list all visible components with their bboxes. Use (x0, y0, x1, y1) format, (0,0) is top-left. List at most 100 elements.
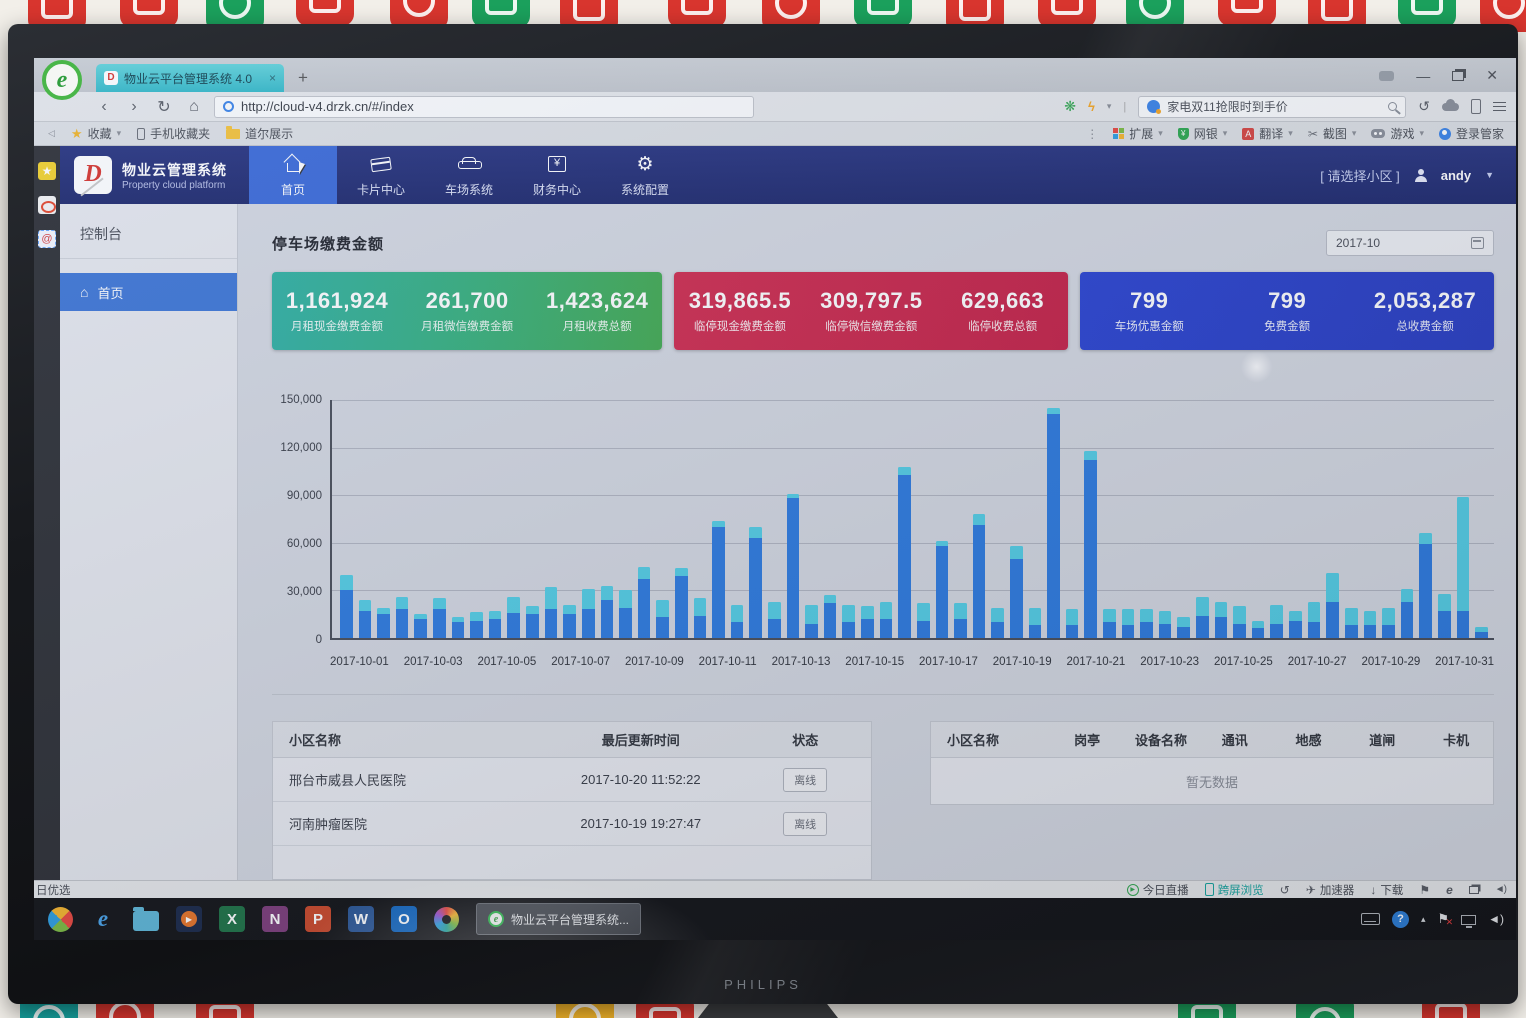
chart-bar (1382, 400, 1395, 638)
nav-card-center[interactable]: 卡片中心 (337, 146, 425, 204)
status-badge: 离线 (783, 811, 828, 836)
bookmark-favorites[interactable]: ★ 收藏 ▾ (71, 125, 121, 142)
skin-icon[interactable] (1379, 70, 1395, 81)
weibo-icon[interactable] (38, 196, 56, 214)
mode-caret-icon[interactable]: ▾ (1106, 101, 1112, 111)
keyboard-icon[interactable] (1360, 913, 1380, 925)
sidebar-item-home[interactable]: ⌂ 首页 (60, 273, 237, 311)
toolbar-label: 扩展 (1129, 127, 1154, 141)
cloud-sync-icon[interactable] (1442, 98, 1459, 111)
help-icon[interactable]: ? (1391, 910, 1409, 928)
nav-home[interactable]: 首页 (249, 146, 337, 204)
chart-bar (1233, 400, 1246, 638)
toolbar-extensions[interactable]: 扩展 ▾ (1113, 125, 1163, 142)
undo-icon[interactable]: ↺ (1418, 98, 1430, 114)
active-task-button[interactable]: e 物业云平台管理系统... (476, 903, 642, 935)
select-community-button[interactable]: [ 请选择小区 ] (1320, 168, 1400, 184)
toolbar-ebank[interactable]: ¥ 网银 ▾ (1177, 125, 1227, 142)
back-button[interactable]: ‹ (101, 97, 107, 115)
tab-favicon-icon: D (104, 71, 118, 85)
bookmark-mobile-folder[interactable]: 手机收藏夹 (137, 125, 210, 142)
browser-logo-icon[interactable]: e (42, 60, 82, 100)
user-menu-caret-icon[interactable]: ▼ (1485, 170, 1494, 180)
chart-bar (1475, 400, 1488, 638)
chart-bar (674, 400, 688, 638)
download-button[interactable]: ↓ 下载 (1370, 882, 1403, 898)
media-player-icon[interactable]: ▶ (176, 906, 202, 932)
nav-label: 卡片中心 (356, 183, 405, 197)
nav-finance-center[interactable]: ¥ 财务中心 (513, 146, 601, 204)
search-icon[interactable] (1388, 102, 1398, 111)
browser-tab[interactable]: D 物业云平台管理系统 4.0 × (96, 64, 284, 92)
url-input[interactable]: http://cloud-v4.drzk.cn/#/index (214, 95, 754, 118)
restore-button[interactable] (1452, 70, 1465, 81)
column-header: 道闸 (1369, 733, 1396, 748)
gridline (332, 542, 1494, 544)
refresh-sync-icon[interactable]: ↺ (1279, 882, 1290, 897)
table-row[interactable]: 河南肿瘤医院 2017-10-19 19:27:47 离线 (273, 802, 871, 846)
forward-button[interactable]: › (131, 97, 137, 115)
menu-icon[interactable] (1493, 101, 1506, 112)
stat-label: 月租收费总额 (562, 321, 632, 333)
mouse-cursor (299, 162, 305, 174)
nav-system-config[interactable]: ⚙ 系统配置 (601, 146, 689, 204)
volume-icon[interactable]: ◄) (1488, 912, 1504, 926)
search-input[interactable]: 家电双11抢限时到手价 (1138, 95, 1407, 118)
mail-at-icon[interactable]: @ (38, 230, 56, 248)
word-icon[interactable]: W (348, 906, 374, 932)
speaker-icon[interactable]: ◄) (1494, 884, 1507, 895)
browser-e-icon[interactable]: e (1446, 882, 1453, 897)
table-row-clipped[interactable] (273, 846, 871, 866)
toolbar-games[interactable]: 游戏 ▾ (1371, 125, 1424, 142)
live-today-button[interactable]: ▶ 今日直播 (1126, 882, 1189, 898)
adblock-icon[interactable]: ❋ (1064, 98, 1076, 114)
ie-icon[interactable]: e (97, 906, 109, 931)
table-row[interactable]: 邢台市威县人民医院 2017-10-20 11:52:22 离线 (273, 758, 871, 802)
network-icon[interactable] (1461, 915, 1477, 928)
chart-bar (526, 400, 539, 638)
wallpaper-icon (472, 0, 530, 28)
outlook-icon[interactable]: O (391, 906, 417, 932)
color-wheel-icon[interactable] (434, 906, 459, 932)
favorites-star-icon[interactable]: ★ (38, 162, 56, 180)
status-left-text[interactable]: 日优选 (36, 884, 71, 897)
date-filter-input[interactable]: 2017-10 (1326, 230, 1494, 256)
speed-mode-icon[interactable]: ϟ (1087, 99, 1095, 114)
onenote-icon[interactable]: N (262, 906, 288, 932)
collapse-icon[interactable]: ◁ (48, 128, 55, 138)
mobile-icon[interactable] (1471, 99, 1481, 114)
more-icon[interactable]: ⋮ (1086, 126, 1099, 141)
toolbar-screenshot[interactable]: ✂ 截图 ▾ (1308, 125, 1357, 142)
bookmark-folder[interactable]: 道尔展示 (226, 125, 293, 142)
new-tab-button[interactable]: + (298, 68, 308, 87)
toolbar-login-manager[interactable]: 登录管家 (1438, 125, 1504, 142)
search-engine-icon (1147, 100, 1162, 114)
home-button[interactable]: ⌂ (189, 97, 199, 115)
x-tick-label: 2017-10-23 (1140, 656, 1200, 668)
nav-parking-system[interactable]: 车场系统 (425, 146, 513, 204)
powerpoint-icon[interactable]: P (305, 906, 331, 932)
tab-close-icon[interactable]: × (268, 71, 276, 85)
accelerator-button[interactable]: ✈ 加速器 (1306, 882, 1355, 898)
stat-label: 免费金额 (1264, 321, 1311, 333)
chart-bar (1344, 400, 1358, 638)
cross-screen-button[interactable]: 跨屏浏览 (1204, 882, 1264, 898)
close-button[interactable]: ✕ (1486, 67, 1498, 83)
chart-bar (1196, 400, 1209, 638)
minimize-button[interactable]: — (1416, 67, 1431, 84)
toolbar-translate[interactable]: A 翻译 ▾ (1242, 125, 1293, 142)
refresh-button[interactable]: ↻ (157, 98, 171, 116)
extensions-icon (1113, 128, 1125, 139)
gridline (332, 495, 1494, 497)
excel-icon[interactable]: X (219, 906, 245, 932)
action-center-flag-icon[interactable]: ⚑ ✕ (1437, 911, 1454, 927)
file-explorer-icon[interactable] (133, 907, 159, 931)
tray-overflow-icon[interactable]: ▴ (1420, 913, 1426, 924)
start-button[interactable] (48, 906, 73, 932)
window-mode-icon[interactable] (1468, 885, 1479, 894)
y-tick-label: 0 (315, 634, 322, 646)
chart-bar (693, 400, 707, 638)
flag-icon[interactable]: ⚑ (1419, 882, 1431, 897)
gear-icon: ⚙ (636, 153, 654, 175)
username[interactable]: andy (1440, 167, 1472, 183)
